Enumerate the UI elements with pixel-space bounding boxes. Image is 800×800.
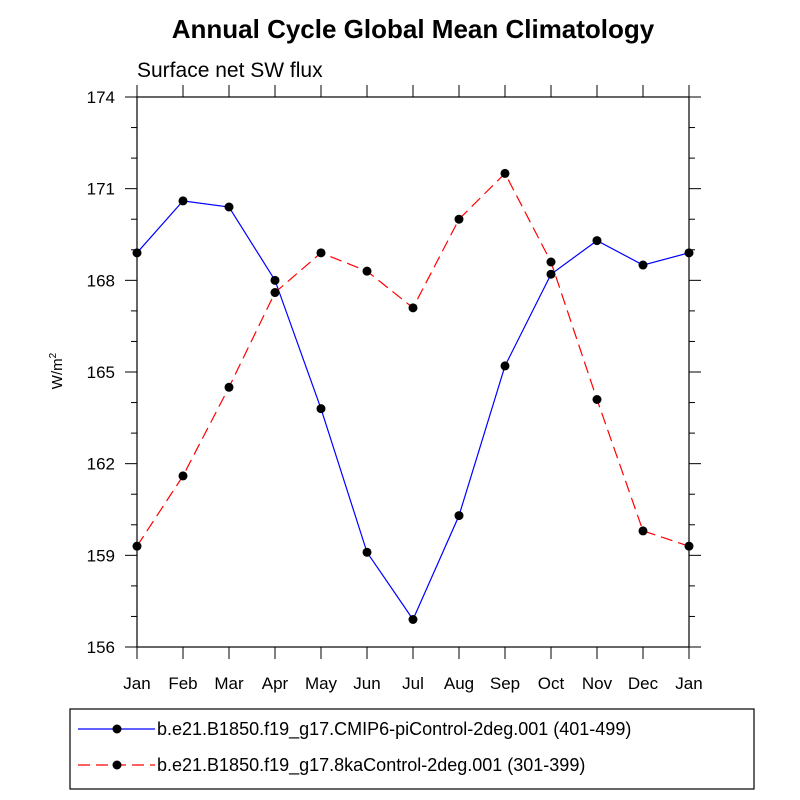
x-tick-label: Nov: [582, 674, 613, 693]
x-tick-label: Dec: [628, 674, 659, 693]
x-tick-label: Aug: [444, 674, 474, 693]
x-tick-label: Feb: [168, 674, 197, 693]
series-point: [684, 248, 694, 258]
series-layer: [132, 168, 694, 624]
legend-swatch-marker: [112, 760, 122, 770]
axis-ticks: [125, 85, 701, 659]
legend-swatch-marker: [112, 724, 122, 734]
series-point: [454, 214, 464, 224]
series-point: [500, 361, 510, 371]
series-point: [270, 275, 280, 285]
series-1: [132, 196, 694, 624]
plot-frame: [136, 96, 690, 648]
series-point: [408, 303, 418, 313]
legend-label: b.e21.B1850.f19_g17.CMIP6-piControl-2deg…: [157, 719, 631, 740]
series-point: [270, 288, 280, 298]
series-line: [136, 200, 690, 621]
series-point: [454, 511, 464, 521]
x-tick-label: May: [305, 674, 338, 693]
plot-area: [136, 96, 690, 648]
series-point: [500, 168, 510, 178]
legend: b.e21.B1850.f19_g17.CMIP6-piControl-2deg…: [69, 708, 755, 790]
y-tick-label: 156: [87, 638, 115, 657]
series-point: [546, 269, 556, 279]
series-line: [136, 172, 690, 547]
legend-box: [69, 708, 755, 790]
chart-subtitle: Surface net SW flux: [137, 59, 323, 82]
series-point: [224, 382, 234, 392]
chart-title: Annual Cycle Global Mean Climatology: [172, 14, 655, 44]
series-point: [362, 547, 372, 557]
y-axis-label-base: W/m: [49, 358, 66, 389]
y-tick-label: 168: [87, 271, 115, 290]
series-point: [362, 266, 372, 276]
series-point: [592, 236, 602, 246]
y-tick-label: 174: [87, 88, 115, 107]
series-point: [178, 471, 188, 481]
series-point: [224, 202, 234, 212]
legend-label: b.e21.B1850.f19_g17.8kaControl-2deg.001 …: [157, 755, 585, 776]
y-tick-label: 171: [87, 180, 115, 199]
x-tick-label: Oct: [538, 674, 565, 693]
series-point: [316, 248, 326, 258]
x-tick-label: Mar: [214, 674, 244, 693]
x-tick-label: Jan: [675, 674, 702, 693]
y-tick-label: 162: [87, 455, 115, 474]
y-axis-tick-labels: 156 159 162 165 168 171 174: [87, 88, 115, 657]
series-point: [546, 257, 556, 267]
y-tick-label: 165: [87, 363, 115, 382]
x-axis-tick-labels: Jan Feb Mar Apr May Jun Jul Aug Sep Oct Nov Dec Jan: [123, 674, 702, 693]
series-point: [638, 526, 648, 536]
x-tick-label: Jun: [353, 674, 380, 693]
x-tick-label: Sep: [490, 674, 520, 693]
y-tick-label: 159: [87, 546, 115, 565]
series-point: [132, 541, 142, 551]
y-axis-label-superscript: 2: [48, 352, 59, 358]
series-2: [132, 168, 694, 551]
x-tick-label: Apr: [262, 674, 289, 693]
series-point: [316, 404, 326, 414]
series-point: [592, 395, 602, 404]
y-axis-label: W/m2: [48, 352, 66, 389]
x-tick-label: Jan: [123, 674, 150, 693]
series-point: [684, 541, 694, 551]
series-point: [178, 196, 188, 206]
x-tick-label: Jul: [402, 674, 424, 693]
series-point: [638, 260, 648, 270]
series-point: [408, 615, 418, 624]
series-point: [132, 248, 142, 258]
